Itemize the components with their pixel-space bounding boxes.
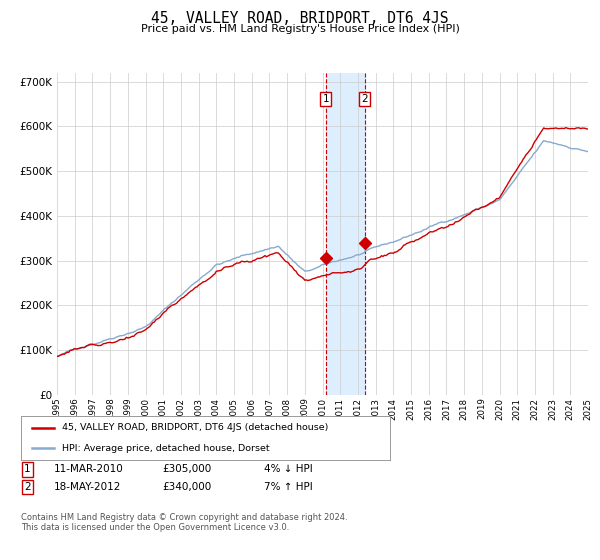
Bar — [326, 73, 365, 395]
Text: HPI: Average price, detached house, Dorset: HPI: Average price, detached house, Dors… — [62, 444, 269, 452]
Text: 11-MAR-2010: 11-MAR-2010 — [54, 464, 124, 474]
Text: Contains HM Land Registry data © Crown copyright and database right 2024.: Contains HM Land Registry data © Crown c… — [21, 513, 347, 522]
Text: 45, VALLEY ROAD, BRIDPORT, DT6 4JS (detached house): 45, VALLEY ROAD, BRIDPORT, DT6 4JS (deta… — [62, 423, 328, 432]
Text: 18-MAY-2012: 18-MAY-2012 — [54, 482, 121, 492]
Text: £340,000: £340,000 — [162, 482, 211, 492]
Text: This data is licensed under the Open Government Licence v3.0.: This data is licensed under the Open Gov… — [21, 523, 289, 532]
Text: £305,000: £305,000 — [162, 464, 211, 474]
Text: Price paid vs. HM Land Registry's House Price Index (HPI): Price paid vs. HM Land Registry's House … — [140, 24, 460, 34]
Text: 7% ↑ HPI: 7% ↑ HPI — [264, 482, 313, 492]
Text: 2: 2 — [24, 482, 31, 492]
Text: 1: 1 — [323, 94, 329, 104]
Text: 2: 2 — [361, 94, 368, 104]
Text: 4% ↓ HPI: 4% ↓ HPI — [264, 464, 313, 474]
Text: 45, VALLEY ROAD, BRIDPORT, DT6 4JS: 45, VALLEY ROAD, BRIDPORT, DT6 4JS — [151, 11, 449, 26]
Text: 1: 1 — [24, 464, 31, 474]
